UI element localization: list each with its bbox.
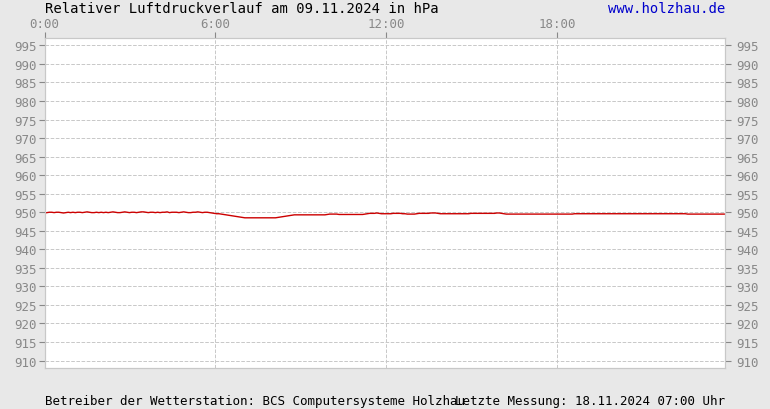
Text: Betreiber der Wetterstation: BCS Computersysteme Holzhau: Betreiber der Wetterstation: BCS Compute… bbox=[45, 394, 464, 407]
Text: Letzte Messung: 18.11.2024 07:00 Uhr: Letzte Messung: 18.11.2024 07:00 Uhr bbox=[455, 394, 725, 407]
Text: Relativer Luftdruckverlauf am 09.11.2024 in hPa: Relativer Luftdruckverlauf am 09.11.2024… bbox=[45, 2, 438, 16]
Text: www.holzhau.de: www.holzhau.de bbox=[608, 2, 725, 16]
